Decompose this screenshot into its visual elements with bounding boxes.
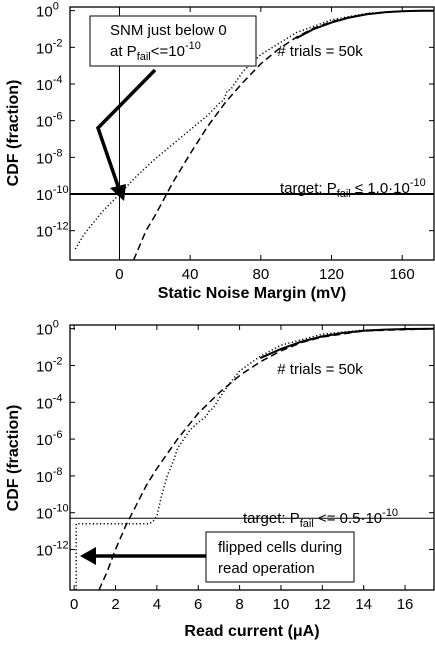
x-tick-label: 10	[273, 596, 290, 613]
series-solid-line	[295, 9, 434, 40]
bottom-callout-arrowhead	[80, 547, 96, 565]
top-x-ticks: 0 40 80 120 160	[115, 7, 415, 283]
bottom-y-axis-label: CDF (fraction)	[5, 405, 22, 512]
x-tick-label: 2	[111, 596, 119, 613]
series-dotted-line	[75, 327, 434, 590]
y-tick-label: 10-2	[36, 355, 62, 375]
y-tick-label: 10-6	[36, 429, 62, 449]
x-tick-label: 120	[319, 266, 344, 283]
y-tick-label: 10-8	[36, 466, 62, 486]
top-callout-arrowhead	[110, 184, 126, 201]
top-target-label: target: Pfail ≤ 1.0·10-10	[280, 177, 426, 200]
bottom-plot-frame	[69, 324, 435, 591]
top-callout-line2: at Pfail<=10-10	[110, 40, 201, 63]
top-callout-arrow	[95, 68, 157, 193]
y-tick-label: 10-12	[36, 221, 69, 241]
y-tick-label: 100	[36, 319, 59, 339]
bottom-y-ticks: 100 10-2 10-4 10-6 10-8 10-10 10-12	[36, 319, 434, 560]
y-tick-label: 10-10	[36, 184, 69, 204]
top-y-ticks: 100 10-2 10-4 10-6 10-8 10-10 10-12	[36, 1, 434, 241]
y-tick-label: 10-8	[36, 147, 62, 167]
y-tick-label: 10-4	[36, 74, 62, 94]
bottom-x-axis-label: Read current (μA)	[184, 623, 319, 640]
y-tick-label: 10-6	[36, 111, 62, 131]
top-trials-label: # trials = 50k	[277, 43, 363, 60]
y-tick-label: 10-12	[36, 540, 69, 560]
bottom-plot-area	[70, 327, 434, 590]
x-tick-label: 0	[115, 266, 123, 283]
x-tick-label: 80	[252, 266, 269, 283]
bottom-target-label: target: Pfail <= 0.5·10-10	[243, 507, 398, 530]
x-tick-label: 40	[182, 266, 199, 283]
bottom-callout-line2: read operation	[218, 560, 315, 577]
bottom-x-ticks: 0 2 4 6 8 10 12 14 16	[70, 325, 413, 613]
top-y-axis-label: CDF (fraction)	[5, 80, 22, 187]
x-tick-label: 160	[390, 266, 415, 283]
x-tick-label: 8	[235, 596, 243, 613]
x-tick-label: 16	[397, 596, 414, 613]
x-tick-label: 4	[153, 596, 161, 613]
x-tick-label: 0	[70, 596, 78, 613]
x-tick-label: 14	[355, 596, 372, 613]
y-tick-label: 100	[36, 1, 59, 21]
y-tick-label: 10-10	[36, 503, 69, 523]
bottom-chart: 100 10-2 10-4 10-6 10-8 10-10 10-12 0 2 4 6 8 10 12 1…	[5, 319, 435, 640]
bottom-callout-line1: flipped cells during	[218, 539, 342, 556]
top-callout-box	[89, 15, 257, 67]
y-tick-label: 10-4	[36, 392, 62, 412]
x-tick-label: 12	[314, 596, 331, 613]
bottom-callout-box	[205, 531, 355, 583]
series-solid-line	[259, 327, 434, 360]
x-tick-label: 6	[194, 596, 202, 613]
top-plot-frame	[69, 6, 435, 261]
top-callout-line1: SNM just below 0	[110, 22, 227, 39]
series-dotted-line	[74, 9, 434, 250]
y-tick-label: 10-2	[36, 37, 62, 57]
top-x-axis-label: Static Noise Margin (mV)	[158, 285, 346, 302]
bottom-trials-label: # trials = 50k	[277, 361, 363, 378]
top-chart: 100 10-2 10-4 10-6 10-8 10-10 10-12 0 40 80 120 16…	[5, 1, 435, 302]
